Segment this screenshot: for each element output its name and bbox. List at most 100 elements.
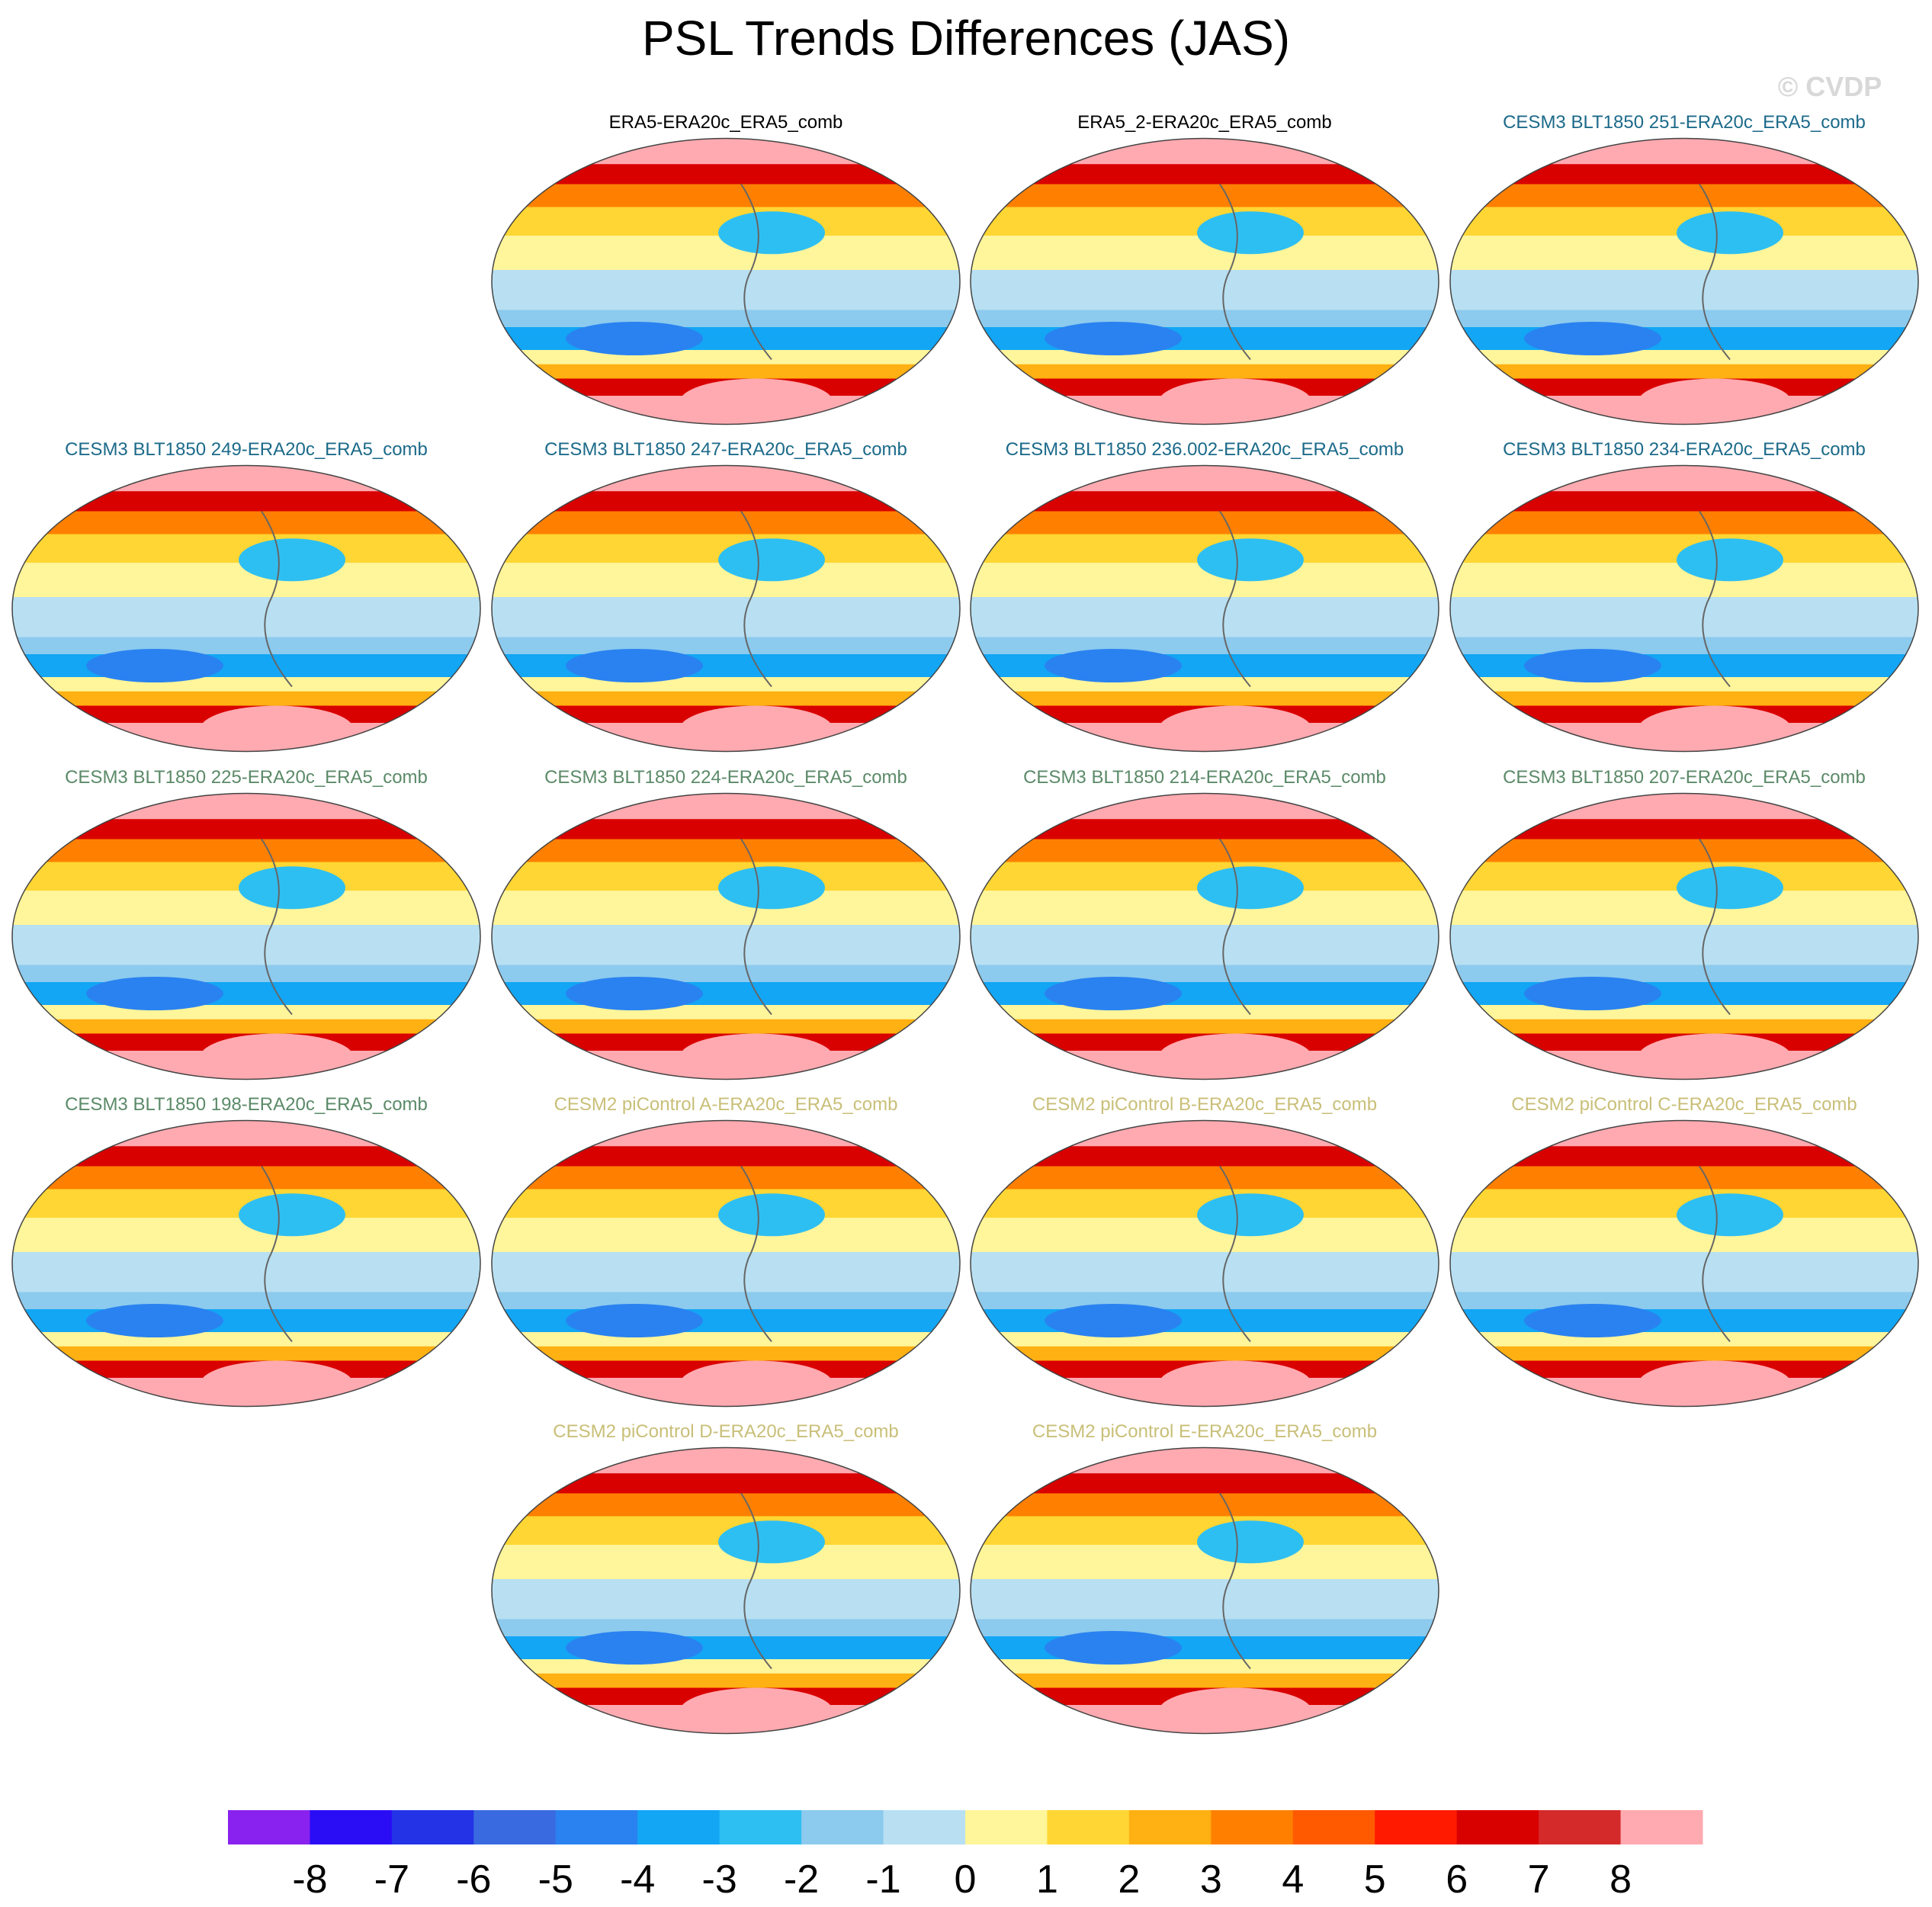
map-outline (11, 792, 481, 1080)
map-band (492, 184, 960, 208)
map-band (492, 654, 960, 678)
coastline (261, 510, 293, 688)
colorbar-box (1047, 1810, 1130, 1844)
map-band (971, 1473, 1439, 1494)
map-band (971, 1493, 1439, 1517)
map-feature (1045, 977, 1182, 1010)
map-band (971, 1005, 1439, 1020)
map-band (971, 1252, 1439, 1293)
map-band (971, 1346, 1439, 1362)
colorbar-label: 5 (1364, 1857, 1386, 1902)
map-band (492, 364, 960, 380)
map-band (971, 1636, 1439, 1660)
map-band (1450, 1332, 1918, 1347)
colorbar-box (965, 1810, 1048, 1844)
map-band (492, 138, 960, 165)
panel-title: CESM3 BLT1850 214-ERA20c_ERA5_comb (1023, 767, 1386, 788)
map-feature (1638, 1033, 1791, 1080)
map-band (12, 691, 480, 707)
map-band (12, 819, 480, 840)
map-band (492, 839, 960, 863)
map-band (12, 793, 480, 820)
map-band (1450, 819, 1918, 840)
map-band (1450, 270, 1918, 311)
map-band (492, 677, 960, 692)
map-outline (1449, 464, 1919, 753)
coastline (740, 838, 772, 1016)
map-band (1450, 1309, 1918, 1333)
map-outline (491, 792, 961, 1080)
panel-title: CESM3 BLT1850 251-ERA20c_ERA5_comb (1503, 112, 1866, 133)
map-band (971, 965, 1439, 983)
map-band (492, 1447, 960, 1475)
map-band (1450, 654, 1918, 678)
map-feature (1159, 1360, 1311, 1407)
map-band (12, 1019, 480, 1035)
map-band (492, 965, 960, 983)
panel-title: CESM3 BLT1850 236.002-ERA20c_ERA5_comb (1006, 439, 1404, 460)
colorbar-box (1292, 1810, 1375, 1844)
map-band (1450, 1146, 1918, 1167)
map-feature (566, 322, 703, 355)
map-outline (1449, 792, 1919, 1080)
colorbar-box (719, 1810, 802, 1844)
map-outline (491, 464, 961, 753)
coastline (1219, 1165, 1251, 1343)
map-panel (492, 138, 960, 425)
map-band (12, 1309, 480, 1333)
map-band (1450, 637, 1918, 655)
colorbar-label: -7 (374, 1857, 409, 1902)
map-panel (971, 1120, 1439, 1407)
map-panel (1450, 793, 1918, 1080)
map-band (971, 982, 1439, 1006)
map-band (971, 1332, 1439, 1347)
colorbar-label: 1 (1036, 1857, 1058, 1902)
map-band (1450, 677, 1918, 692)
map-panel (971, 1447, 1439, 1734)
panel-title: CESM3 BLT1850 207-ERA20c_ERA5_comb (1503, 767, 1866, 788)
map-band (971, 1120, 1439, 1148)
map-band (492, 1346, 960, 1362)
map-band (492, 1309, 960, 1333)
map-band (1450, 138, 1918, 165)
map-band (971, 184, 1439, 208)
map-feature (239, 538, 345, 582)
map-panel (12, 793, 480, 1080)
map-feature (1524, 1304, 1661, 1337)
map-band (492, 491, 960, 512)
colorbar-box (1211, 1810, 1294, 1844)
colorbar-box (391, 1810, 474, 1844)
map-feature (1159, 378, 1311, 425)
map-feature (1638, 378, 1791, 425)
map-band (492, 925, 960, 966)
colorbar-box (883, 1810, 966, 1844)
panel-title: CESM3 BLT1850 247-ERA20c_ERA5_comb (544, 439, 907, 460)
map-band (12, 1120, 480, 1148)
map-outline (491, 1119, 961, 1408)
map-band (12, 982, 480, 1006)
map-band (971, 1166, 1439, 1190)
map-feature (201, 1033, 353, 1080)
panel-title: CESM2 piControl C-ERA20c_ERA5_comb (1511, 1094, 1857, 1115)
map-panel (492, 465, 960, 752)
panel-title: ERA5_2-ERA20c_ERA5_comb (1077, 112, 1332, 133)
coastline (740, 183, 772, 361)
coastline (1219, 183, 1251, 361)
panel-title: ERA5-ERA20c_ERA5_comb (609, 112, 843, 133)
colorbar-box (473, 1810, 557, 1844)
coastline (1219, 1492, 1251, 1670)
map-feature (1197, 538, 1304, 582)
map-band (971, 164, 1439, 185)
map-band (971, 310, 1439, 328)
panel-title: CESM2 piControl B-ERA20c_ERA5_comb (1032, 1094, 1377, 1115)
coastline (261, 1165, 293, 1343)
map-feature (1677, 211, 1783, 255)
map-band (12, 511, 480, 535)
map-feature (718, 866, 825, 910)
map-feature (1677, 538, 1783, 582)
map-band (12, 654, 480, 678)
map-band (1450, 982, 1918, 1006)
panel-title: CESM3 BLT1850 198-ERA20c_ERA5_comb (65, 1094, 428, 1115)
map-band (971, 1019, 1439, 1035)
map-panel (1450, 1120, 1918, 1407)
